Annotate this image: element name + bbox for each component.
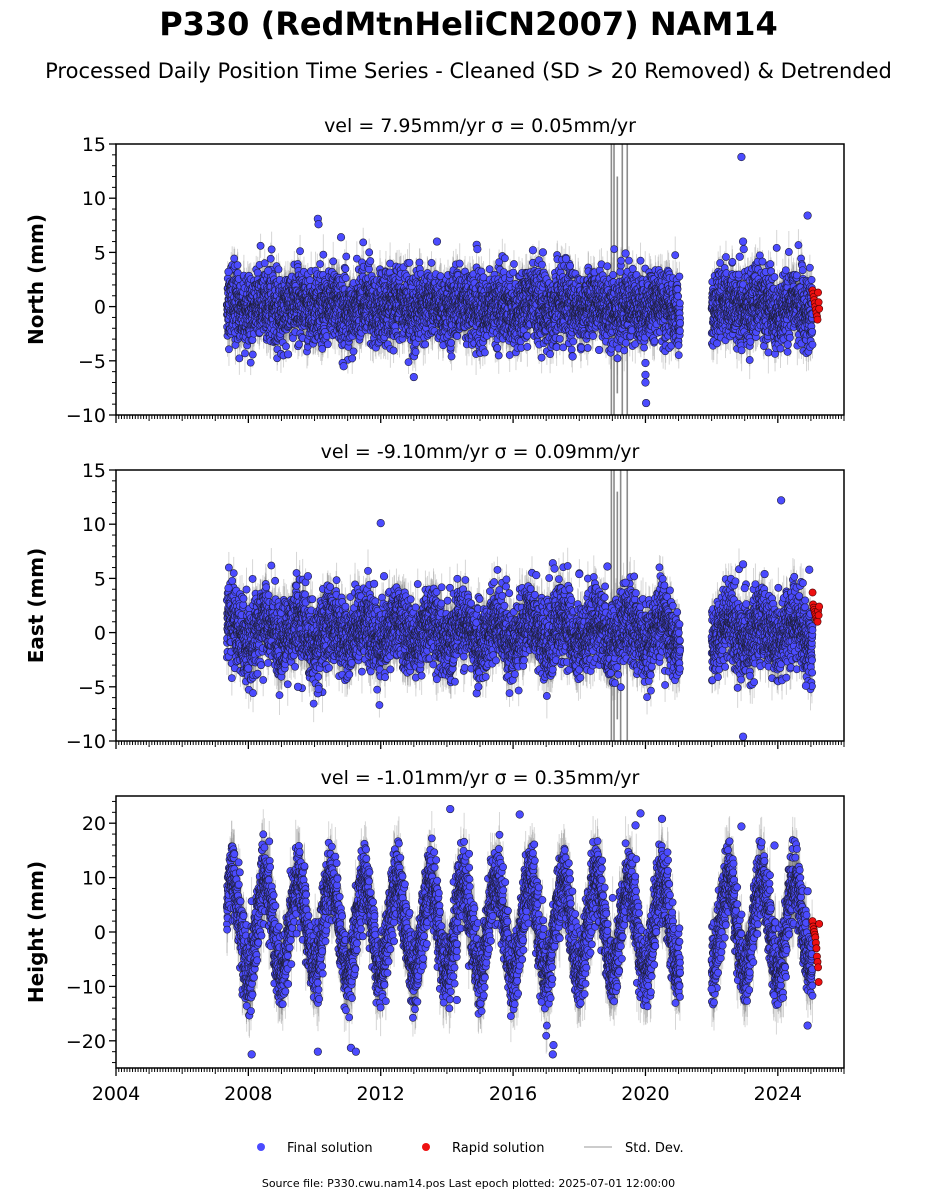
north-final-point <box>359 238 368 247</box>
north-plot-area <box>222 144 824 415</box>
north-final-point <box>628 326 636 335</box>
north-final-point <box>538 260 546 269</box>
north-final-point <box>415 258 424 267</box>
north-final-point <box>480 348 489 357</box>
north-final-point <box>282 342 290 351</box>
north-final-point <box>616 267 625 276</box>
north-final-point <box>479 273 488 282</box>
north-final-point <box>411 348 420 356</box>
north-final-point <box>673 285 682 294</box>
north-final-point <box>366 257 375 265</box>
north-final-point <box>674 292 683 301</box>
north-final-point <box>316 260 324 268</box>
north-final-point <box>610 245 619 253</box>
north-final-point <box>306 276 314 285</box>
north-final-point <box>625 256 633 265</box>
north-final-point <box>523 331 532 340</box>
north-final-point <box>341 264 350 273</box>
north-final-point <box>389 346 398 355</box>
north-final-point <box>555 334 564 343</box>
figure-subtitle: Processed Daily Position Time Series - C… <box>45 59 892 83</box>
north-final-point <box>260 259 269 268</box>
north-final-point <box>233 261 242 270</box>
north-final-point <box>341 274 350 282</box>
north-final-point <box>583 344 592 352</box>
north-final-point <box>494 351 503 360</box>
north-final-point <box>348 354 357 363</box>
north-final-point <box>225 345 233 354</box>
north-final-point <box>455 259 464 268</box>
north-final-point <box>569 337 578 346</box>
north-final-point <box>671 251 680 260</box>
north-final-point <box>546 350 555 359</box>
north-final-point <box>405 258 414 267</box>
north-final-solution-points <box>222 152 817 408</box>
north-final-point <box>603 262 612 271</box>
north-final-point <box>650 337 659 346</box>
north-final-point <box>617 256 625 265</box>
north-final-point <box>267 245 276 254</box>
north-final-point <box>235 354 244 363</box>
north-final-point <box>537 353 546 362</box>
north-final-point <box>295 340 303 349</box>
north-final-point <box>323 340 332 349</box>
north-final-point <box>421 340 430 349</box>
north-final-point <box>552 343 561 352</box>
north-final-point <box>589 332 598 340</box>
north-final-point <box>640 343 648 352</box>
north-final-point <box>674 351 683 360</box>
north-final-point <box>342 252 351 261</box>
north-final-point <box>329 257 338 266</box>
north-final-point <box>256 241 265 250</box>
north-final-point <box>349 347 358 356</box>
north-ylabel: North (mm) <box>24 214 48 345</box>
north-final-point <box>523 342 532 351</box>
north-final-point <box>296 247 304 256</box>
north-final-point <box>453 332 462 340</box>
north-final-point <box>246 358 255 367</box>
north-final-point <box>510 260 518 268</box>
north-final-point <box>566 261 575 270</box>
north-final-point <box>248 350 257 359</box>
north-final-point <box>241 349 249 358</box>
north-final-point <box>365 248 374 257</box>
north-final-point <box>493 344 502 352</box>
north-final-point <box>674 341 683 350</box>
north-final-point <box>319 250 328 259</box>
north-final-point <box>613 354 622 363</box>
north-final-point <box>447 338 455 347</box>
north-final-point <box>274 265 283 274</box>
north-final-point <box>500 254 509 263</box>
north-final-point <box>447 352 456 361</box>
north-final-point <box>609 270 617 279</box>
north-final-point <box>636 256 645 265</box>
north-panel-title: vel = 7.95mm/yr σ = 0.05mm/yr <box>324 115 636 137</box>
north-final-point <box>266 254 275 263</box>
north-final-point <box>427 258 436 267</box>
north-final-point <box>620 346 629 355</box>
north-final-point <box>248 336 257 344</box>
north-final-point <box>404 358 413 367</box>
north-final-point <box>230 254 239 263</box>
figure-title: P330 (RedMtnHeliCN2007) NAM14 <box>159 5 778 43</box>
